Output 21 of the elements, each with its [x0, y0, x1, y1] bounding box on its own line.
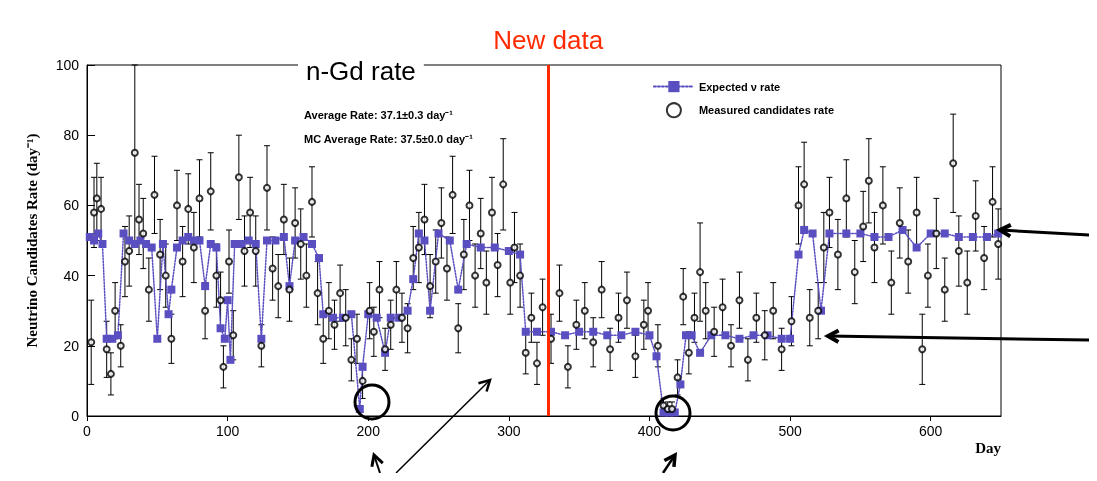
- annotation: n-Gd rate: [306, 56, 416, 86]
- annotation: MC Average Rate: 37.5±0.0 day⁻¹: [304, 132, 474, 145]
- y-tick-label: 40: [63, 267, 80, 284]
- y-tick-label: 60: [63, 197, 80, 214]
- x-tick-label: 600: [919, 423, 943, 439]
- ref-line-label: New data: [493, 25, 604, 55]
- y-tick-label: 80: [63, 127, 80, 144]
- annotation: Average Rate: 37.1±0.3 day⁻¹: [304, 108, 454, 121]
- legend-label: Expected ν rate: [698, 80, 781, 93]
- y-tick-label: 100: [55, 57, 80, 73]
- x-tick-label: 400: [637, 423, 662, 439]
- x-tick-label: 300: [497, 423, 521, 439]
- legend-label: Measured candidates rate: [698, 104, 835, 117]
- y-tick-label: 0: [71, 408, 80, 424]
- y-axis-title: Neutrino Candidates Rate (day⁻¹): [23, 133, 41, 348]
- x-axis-title: Day: [975, 439, 1002, 456]
- y-tick-label: 20: [63, 337, 80, 354]
- x-tick-label: 0: [83, 423, 92, 439]
- x-tick-label: 500: [778, 423, 802, 439]
- x-tick-label: 100: [215, 423, 240, 439]
- x-tick-label: 200: [356, 423, 381, 439]
